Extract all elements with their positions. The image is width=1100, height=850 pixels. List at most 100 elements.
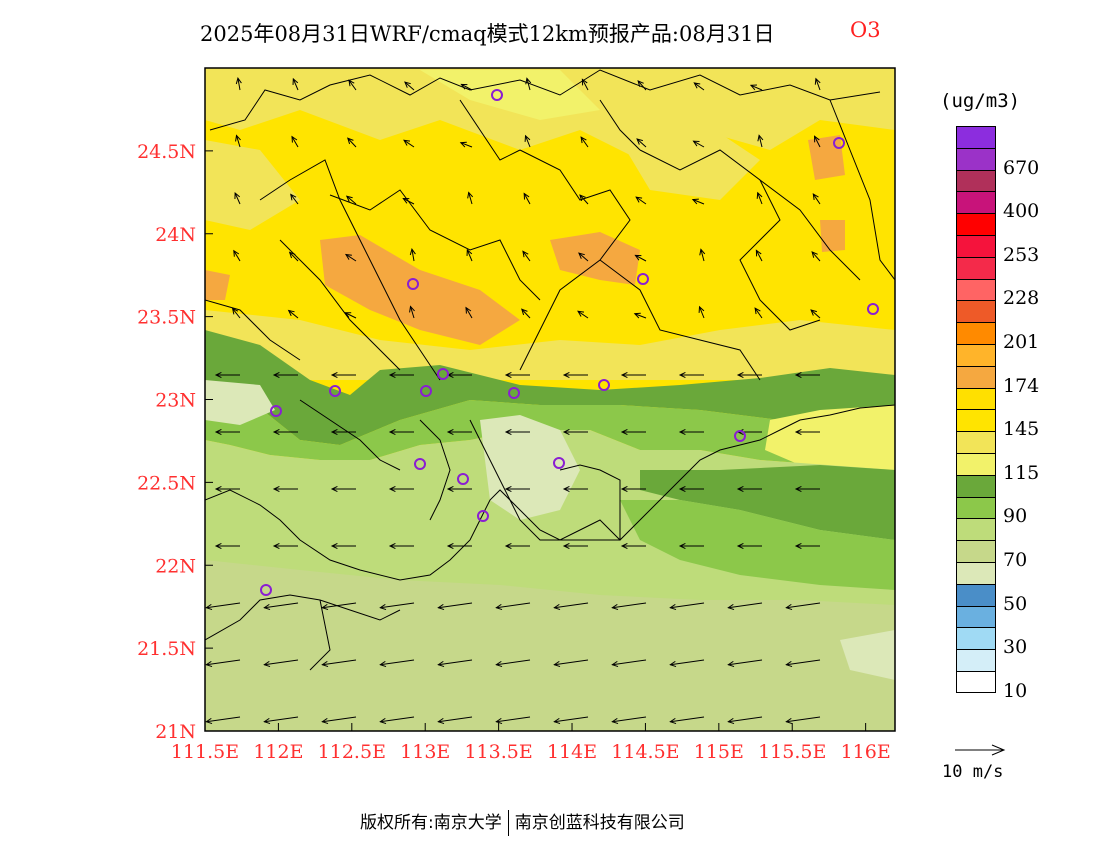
wind-arrow	[446, 542, 472, 550]
wind-arrow	[272, 485, 298, 493]
wind-arrow	[736, 485, 762, 493]
wind-arrow	[521, 308, 531, 319]
wind-arrow	[579, 194, 589, 205]
wind-arrow	[467, 191, 474, 205]
wind-arrow	[233, 249, 241, 262]
legend-swatch	[956, 627, 996, 650]
lat-label: 21N	[155, 721, 196, 743]
wind-arrow	[379, 659, 415, 668]
wind-arrow	[562, 428, 588, 436]
field-174-center	[550, 232, 640, 285]
wind-arrow	[437, 659, 473, 668]
wind-arrow	[581, 78, 589, 91]
wind-arrow	[635, 196, 647, 205]
latitude-labels: 24.5N 24N 23.5N 23N 22.5N 22N 21.5N 21N	[137, 141, 196, 743]
legend-swatch	[956, 431, 996, 453]
lon-label: 112E	[253, 741, 303, 763]
wind-arrow	[504, 485, 530, 493]
wind-arrow	[214, 485, 240, 493]
wind-arrow	[231, 307, 241, 319]
wind-arrow	[402, 198, 415, 205]
station-marker	[833, 137, 845, 149]
wind-arrow	[403, 139, 415, 148]
wind-arrow	[287, 309, 299, 319]
legend-label: 228	[1003, 287, 1040, 310]
wind-arrow	[637, 80, 647, 91]
lon-label: 113.5E	[464, 741, 532, 763]
wind-arrow	[263, 659, 299, 668]
wind-arrow	[330, 542, 356, 550]
station-marker	[407, 278, 419, 290]
wind-arrow	[344, 312, 357, 319]
field-50-prd	[480, 415, 580, 520]
legend-swatch	[956, 234, 996, 257]
lat-label: 23N	[155, 390, 196, 412]
wind-arrow	[785, 602, 821, 611]
field-115-band	[205, 310, 895, 380]
wind-arrow	[727, 602, 763, 611]
wind-arrow	[272, 428, 298, 436]
wind-arrow	[620, 371, 646, 379]
wind-arrow	[524, 134, 531, 148]
wind-arrow	[347, 137, 357, 148]
lat-label: 22.5N	[137, 472, 196, 494]
wind-arrow	[691, 198, 705, 205]
wind-arrow	[620, 428, 646, 436]
station-marker	[553, 457, 565, 469]
wind-arrow	[321, 716, 357, 725]
station-marker	[260, 584, 272, 596]
legend-label: 115	[1003, 461, 1040, 484]
legend-swatch	[956, 452, 996, 475]
wind-arrow	[446, 485, 472, 493]
wind-arrow	[272, 371, 298, 379]
wind-arrow	[321, 602, 357, 611]
wind-arrow	[678, 371, 704, 379]
field-90-band	[205, 330, 895, 445]
wind-arrow	[794, 428, 820, 436]
wind-arrow	[754, 307, 763, 319]
wind-arrow	[409, 305, 415, 319]
wind-arrow	[495, 716, 531, 725]
wind-arrow	[756, 191, 763, 205]
wind-arrow	[523, 192, 531, 205]
wind-arrow	[810, 309, 821, 319]
station-marker	[457, 473, 469, 485]
legend-swatch	[956, 670, 996, 693]
monitoring-stations	[260, 89, 879, 596]
wind-arrow	[379, 602, 415, 611]
wind-arrow	[437, 602, 473, 611]
wind-arrow	[288, 251, 299, 262]
footer-left: 版权所有:南京大学	[360, 813, 502, 833]
wind-arrow	[404, 81, 415, 91]
wind-arrow	[465, 306, 473, 319]
axis-ticks	[204, 150, 867, 732]
station-marker	[508, 387, 520, 399]
wind-arrow	[669, 659, 705, 668]
wind-arrow	[814, 135, 821, 148]
wind-arrow	[785, 659, 821, 668]
field-115b	[420, 70, 600, 120]
wind-arrow	[263, 716, 299, 725]
field-115c	[620, 120, 760, 200]
wind-arrow	[678, 542, 704, 550]
legend-label: 90	[1003, 505, 1028, 528]
wind-arrow	[330, 485, 356, 493]
title-main: 2025年08月31日WRF/cmaq模式12km预报产品:08月31日	[200, 22, 775, 46]
lon-label: 114E	[547, 741, 597, 763]
station-marker	[420, 385, 432, 397]
field-174-west	[320, 235, 520, 345]
wind-vectors	[205, 77, 821, 725]
field-50-w	[205, 380, 275, 425]
field-90	[205, 380, 895, 470]
wind-arrow	[345, 195, 357, 205]
wind-arrow	[525, 77, 532, 91]
legend-swatch	[956, 496, 996, 519]
wind-arrow	[290, 193, 299, 205]
legend-swatch	[956, 191, 996, 214]
wind-arrow	[794, 371, 820, 379]
legend-swatch	[956, 409, 996, 432]
wind-arrow	[214, 542, 240, 550]
color-legend	[956, 126, 996, 693]
wind-arrow	[611, 716, 647, 725]
lat-label: 24.5N	[137, 141, 196, 163]
